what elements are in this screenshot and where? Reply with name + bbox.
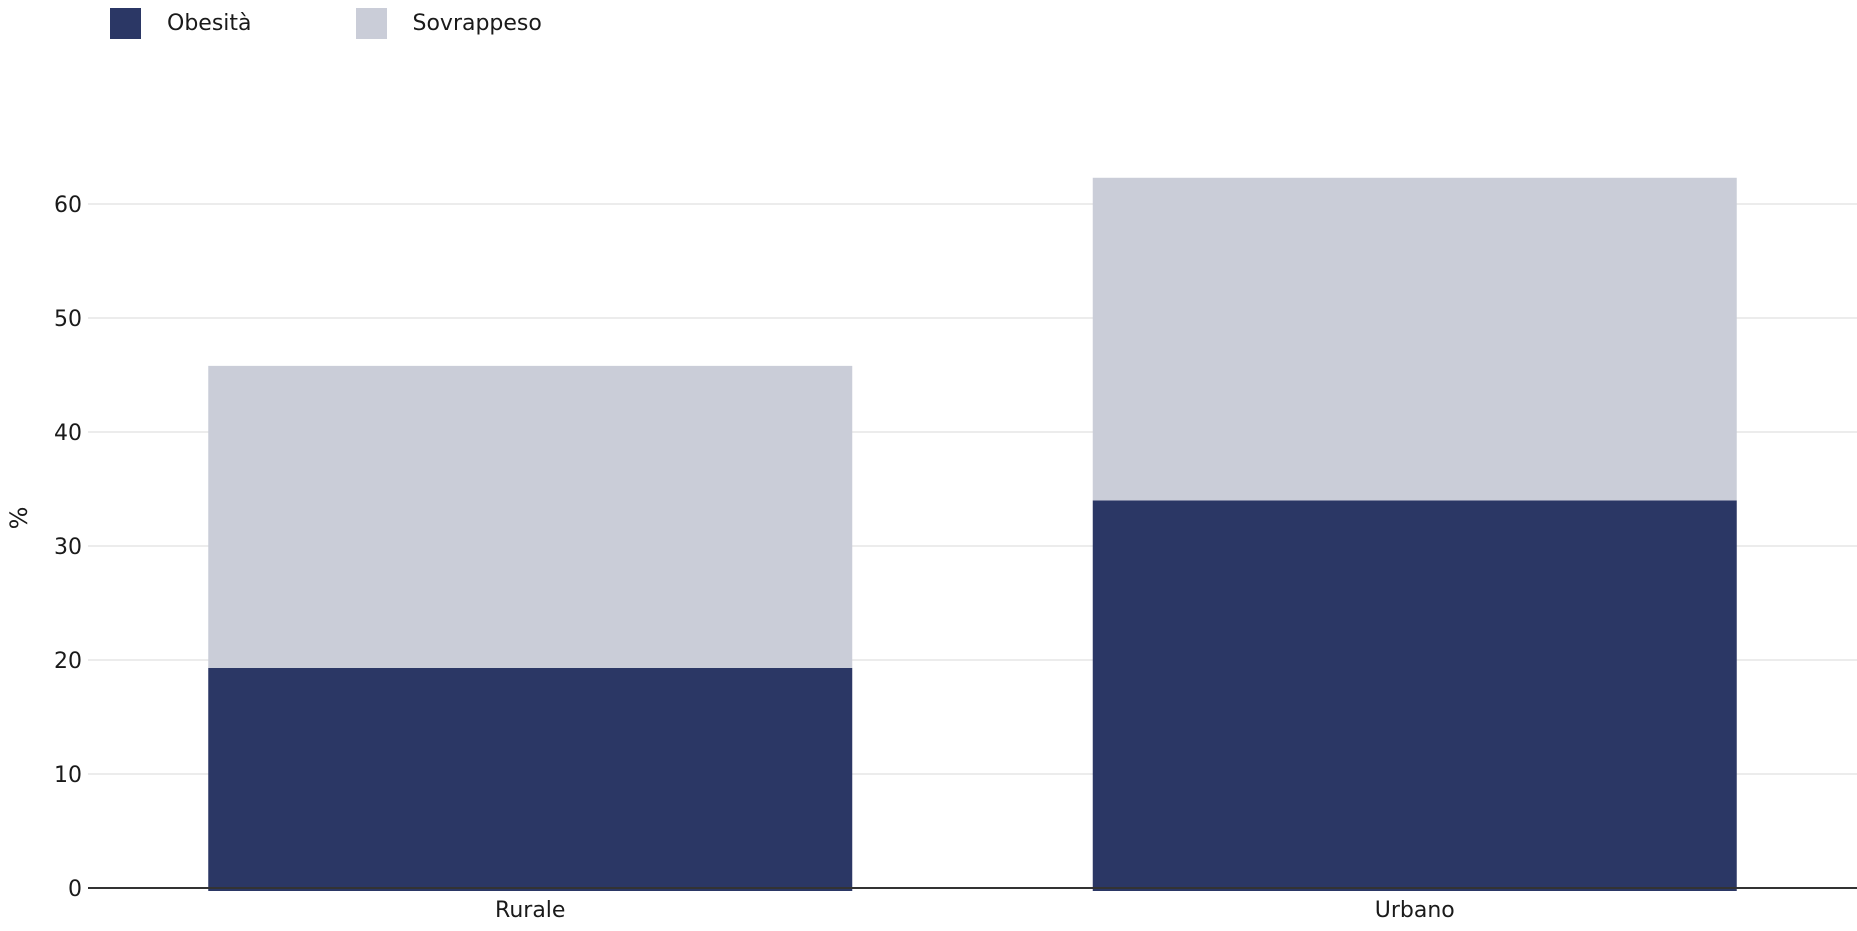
legend-label-obesita: Obesità	[167, 11, 252, 36]
bar-sovrappeso-rurale[interactable]	[208, 365, 853, 668]
legend-item-obesita[interactable]: Obesità	[110, 8, 252, 39]
x-tick-label-urbano: Urbano	[1375, 898, 1455, 923]
legend-item-sovrappeso[interactable]: Sovrappeso	[355, 8, 542, 39]
bar-sovrappeso-urbano[interactable]	[1092, 177, 1737, 501]
y-tick-label-60: 60	[54, 193, 82, 218]
bars	[208, 177, 1737, 891]
chart-legend: Obesità Sovrappeso	[110, 8, 646, 39]
bar-obesit-rurale[interactable]	[208, 667, 853, 891]
y-tick-label-40: 40	[54, 421, 82, 446]
x-tick-label-rurale: Rurale	[495, 898, 565, 923]
y-tick-label-10: 10	[54, 763, 82, 788]
y-axis-title: %	[5, 507, 33, 530]
y-tick-label-20: 20	[54, 649, 82, 674]
y-tick-label-50: 50	[54, 307, 82, 332]
axes: 0 10 20 30 40 50 60 Rurale Urbano	[54, 193, 1857, 923]
legend-label-sovrappeso: Sovrappeso	[412, 11, 542, 36]
bar-obesit-urbano[interactable]	[1092, 500, 1737, 891]
y-tick-label-0: 0	[68, 877, 82, 902]
legend-swatch-obesita	[110, 8, 141, 39]
y-tick-label-30: 30	[54, 535, 82, 560]
legend-swatch-sovrappeso	[355, 8, 387, 39]
